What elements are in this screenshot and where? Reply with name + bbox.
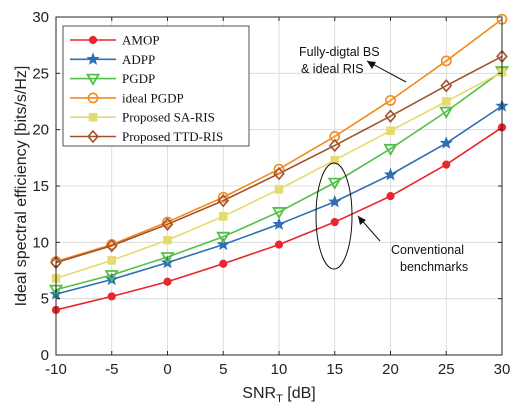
- y-tick-label: 5: [41, 291, 49, 308]
- data-point-marker: [328, 194, 342, 208]
- data-point-marker: [217, 191, 229, 203]
- data-point-marker: [274, 240, 284, 249]
- x-axis-label: SNRT [dB]: [242, 385, 315, 405]
- y-tick-label: 0: [41, 347, 49, 364]
- data-point-marker: [330, 217, 339, 227]
- data-point-marker: [217, 193, 230, 208]
- x-tick-label: 10: [271, 361, 288, 378]
- x-tick-label: -5: [105, 361, 118, 378]
- data-point-marker: [104, 270, 119, 283]
- data-point-marker: [161, 217, 174, 232]
- y-tick-label: 20: [32, 122, 49, 139]
- x-axis-label-main: SNR: [242, 385, 276, 402]
- tick-labels: -10 -5 0 5 10 15 20 25 30 0 5 10 15 20 25 30: [32, 9, 510, 378]
- annotation-fully-digital: Fully-digtal BS & ideal RIS: [299, 45, 407, 83]
- legend-marker: [88, 35, 98, 45]
- legend-entries: AMOP ADPP PGDP ideal PGDP Proposed SA-RIS Pro…: [70, 33, 223, 144]
- legend-marker: [85, 73, 101, 86]
- series-line-2: [55, 70, 503, 291]
- annotation-conventional-ellipse: [315, 162, 353, 270]
- legend-label: Proposed SA-RIS: [122, 110, 215, 125]
- annotation-conventional-line2: benchmarks: [400, 260, 468, 274]
- data-point-marker: [273, 166, 285, 181]
- data-point-marker: [219, 259, 228, 268]
- y-axis-label: Ideal spectral efficiency [bits/s/Hz]: [13, 66, 30, 307]
- data-point-marker: [105, 238, 118, 253]
- x-tick-label: 30: [494, 361, 511, 378]
- legend-label: PGDP: [122, 71, 155, 86]
- annotation-fully-digital-arrowhead: [367, 61, 376, 69]
- annotation-fully-digital-line2: & ideal RIS: [301, 62, 364, 76]
- annotation-conventional: Conventional benchmarks: [315, 162, 468, 274]
- x-tick-label: 20: [382, 361, 399, 378]
- legend: AMOP ADPP PGDP ideal PGDP Proposed SA-RIS Pro…: [62, 25, 250, 147]
- data-point-marker: [330, 155, 340, 165]
- data-point-marker: [163, 277, 172, 286]
- data-point-marker: [216, 237, 230, 251]
- x-tick-label: -10: [45, 361, 67, 378]
- data-point-marker: [386, 192, 395, 201]
- legend-box: [62, 25, 250, 147]
- annotation-conventional-arrowhead: [358, 216, 366, 225]
- data-point-marker: [272, 217, 286, 230]
- x-tick-label: 5: [219, 361, 227, 378]
- data-point-marker: [439, 106, 454, 119]
- legend-marker: [86, 52, 100, 65]
- x-axis-label-unit: [dB]: [283, 385, 316, 402]
- data-point-marker: [384, 109, 397, 123]
- legend-label: ADPP: [122, 52, 155, 67]
- data-point-marker: [160, 252, 175, 265]
- legend-marker: [87, 92, 99, 104]
- data-point-marker: [216, 231, 231, 244]
- data-point-marker: [107, 256, 117, 265]
- x-tick-label: 15: [326, 361, 343, 378]
- annotation-conventional-line1: Conventional: [391, 243, 464, 257]
- legend-marker: [88, 112, 98, 122]
- data-point-marker: [440, 79, 453, 93]
- data-point-marker: [328, 138, 341, 153]
- annotation-fully-digital-line1: Fully-digtal BS: [299, 45, 380, 59]
- data-point-marker: [385, 94, 396, 106]
- x-axis-label-subscript: T: [276, 393, 283, 405]
- legend-label: Proposed TTD-RIS: [122, 129, 223, 144]
- data-point-marker: [107, 292, 116, 301]
- data-point-marker: [383, 143, 398, 157]
- data-point-marker: [386, 126, 395, 136]
- data-point-marker: [162, 216, 173, 228]
- data-point-marker: [440, 55, 452, 67]
- data-point-marker: [218, 212, 228, 221]
- legend-marker: [87, 129, 99, 144]
- data-point-marker: [441, 97, 451, 106]
- legend-label: AMOP: [122, 33, 160, 48]
- y-tick-label: 15: [32, 178, 49, 195]
- data-point-marker: [383, 167, 398, 181]
- data-point-marker: [163, 235, 172, 245]
- data-point-marker: [271, 207, 287, 220]
- y-tick-label: 30: [32, 9, 49, 26]
- data-point-marker: [327, 177, 342, 190]
- legend-label: ideal PGDP: [122, 90, 184, 105]
- x-tick-label: 0: [163, 361, 171, 378]
- data-point-marker: [274, 185, 284, 194]
- data-point-marker: [273, 163, 285, 175]
- data-point-marker: [439, 136, 453, 149]
- x-tick-label: 25: [438, 361, 455, 378]
- y-tick-label: 10: [32, 234, 49, 251]
- data-point-marker: [442, 160, 451, 169]
- y-tick-label: 25: [32, 65, 49, 82]
- axis-ticks: [55, 16, 503, 356]
